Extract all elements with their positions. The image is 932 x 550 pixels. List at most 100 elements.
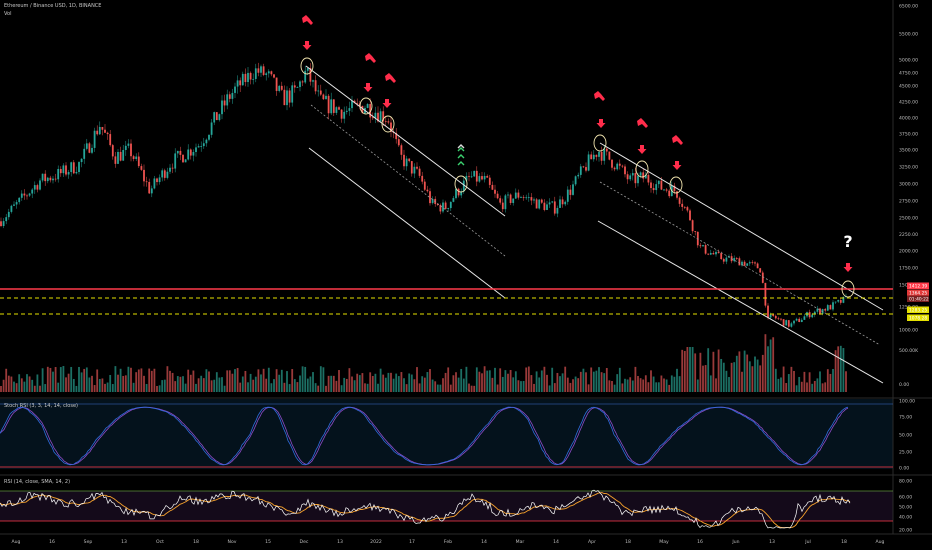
bull-chevrons bbox=[457, 144, 465, 166]
candle bbox=[598, 151, 600, 157]
volume-bar bbox=[304, 366, 307, 392]
candle bbox=[486, 175, 489, 178]
candle bbox=[595, 154, 598, 157]
candle bbox=[301, 81, 304, 83]
volume-bar bbox=[36, 374, 39, 392]
candle bbox=[2, 221, 5, 227]
candle bbox=[585, 167, 587, 171]
volume-bar bbox=[205, 369, 208, 392]
candle bbox=[327, 95, 330, 114]
volume-bar bbox=[273, 379, 275, 392]
volume-bar bbox=[785, 383, 788, 392]
candle bbox=[764, 282, 767, 306]
candle bbox=[644, 174, 647, 179]
candle bbox=[343, 111, 346, 119]
candle bbox=[574, 176, 577, 185]
sell-hand-icon bbox=[637, 118, 648, 128]
candle bbox=[231, 92, 234, 99]
down-arrow-icon bbox=[637, 145, 647, 154]
candle bbox=[756, 263, 759, 269]
candle bbox=[239, 80, 242, 86]
volume-bar bbox=[696, 379, 699, 392]
volume-bar bbox=[317, 385, 320, 392]
time-tick-label: May bbox=[659, 539, 669, 545]
candle bbox=[377, 112, 379, 122]
candle bbox=[296, 87, 299, 88]
candle bbox=[735, 258, 738, 259]
volume-bar bbox=[239, 382, 242, 392]
stoch-rsi-panel bbox=[0, 399, 893, 469]
volume-bar bbox=[202, 378, 205, 392]
volume-bar bbox=[655, 382, 658, 392]
time-tick-label: 14 bbox=[553, 539, 559, 545]
volume-bar bbox=[70, 366, 73, 392]
volume-bar bbox=[460, 368, 463, 392]
candle bbox=[312, 80, 314, 82]
candle bbox=[790, 323, 793, 327]
candle bbox=[444, 202, 447, 209]
price-tick-label: 4250.00 bbox=[899, 100, 918, 106]
volume-bar bbox=[306, 378, 309, 392]
candle bbox=[712, 253, 715, 255]
candle bbox=[590, 154, 593, 160]
volume-bar bbox=[299, 375, 301, 392]
volume-bar bbox=[179, 376, 182, 392]
rsi-tick-label: 60.00 bbox=[899, 495, 912, 501]
candle bbox=[101, 126, 104, 130]
candle bbox=[0, 221, 2, 227]
volume-bar bbox=[366, 383, 369, 392]
time-tick-label: Apr bbox=[588, 539, 596, 545]
candle bbox=[109, 134, 112, 146]
volume-bar bbox=[283, 382, 286, 392]
volume-bar bbox=[384, 377, 387, 392]
price-tick-label: 4750.00 bbox=[899, 71, 918, 77]
candle bbox=[473, 170, 476, 177]
candle bbox=[106, 132, 109, 135]
candle bbox=[88, 143, 91, 153]
candle bbox=[293, 85, 296, 88]
price-tick-label: 2500.00 bbox=[899, 216, 918, 222]
volume-bar bbox=[244, 370, 247, 392]
candle bbox=[299, 81, 301, 88]
volume-tick-label: 500.00K bbox=[899, 348, 919, 354]
candle bbox=[837, 300, 840, 302]
volume-bar bbox=[252, 379, 255, 392]
volume-bar bbox=[600, 372, 603, 392]
price-axis: 6500.00 5500.00 5000.00 4750.00 4500.00 4250.… bbox=[899, 4, 918, 334]
candle bbox=[161, 170, 164, 178]
chart-title: Ethereum / Binance USD, 1D, BINANCE bbox=[4, 3, 102, 9]
time-tick-label: 16 bbox=[697, 539, 703, 545]
candle bbox=[197, 146, 200, 148]
candle bbox=[223, 100, 226, 106]
highlight-circle bbox=[669, 176, 683, 194]
candle bbox=[559, 199, 561, 208]
volume-bar bbox=[743, 350, 746, 392]
volume-bar bbox=[416, 367, 418, 392]
volume-bar bbox=[343, 377, 346, 392]
down-arrow-icon bbox=[843, 263, 853, 272]
candle bbox=[96, 130, 99, 135]
volume-bar bbox=[130, 367, 132, 392]
volume-bar bbox=[338, 370, 340, 392]
candle bbox=[832, 302, 834, 310]
volume-bar bbox=[249, 373, 252, 392]
volume-bar bbox=[361, 373, 364, 392]
volume-bar bbox=[135, 372, 138, 392]
candle bbox=[569, 189, 572, 195]
volume-bar bbox=[5, 368, 8, 392]
channel-midline bbox=[599, 181, 881, 346]
volume-bar bbox=[52, 371, 54, 392]
volume-bar bbox=[452, 375, 455, 392]
candle bbox=[457, 188, 460, 196]
candle bbox=[205, 139, 208, 144]
volume-bar bbox=[457, 377, 460, 392]
volume-bar bbox=[845, 371, 847, 392]
volume-bar bbox=[512, 377, 515, 392]
candle bbox=[626, 174, 629, 180]
price-tick-label: 1000.00 bbox=[899, 328, 918, 334]
volume-bar bbox=[767, 346, 769, 392]
volume-bar bbox=[54, 367, 57, 392]
candle bbox=[813, 311, 816, 315]
rsi-band bbox=[0, 491, 893, 521]
